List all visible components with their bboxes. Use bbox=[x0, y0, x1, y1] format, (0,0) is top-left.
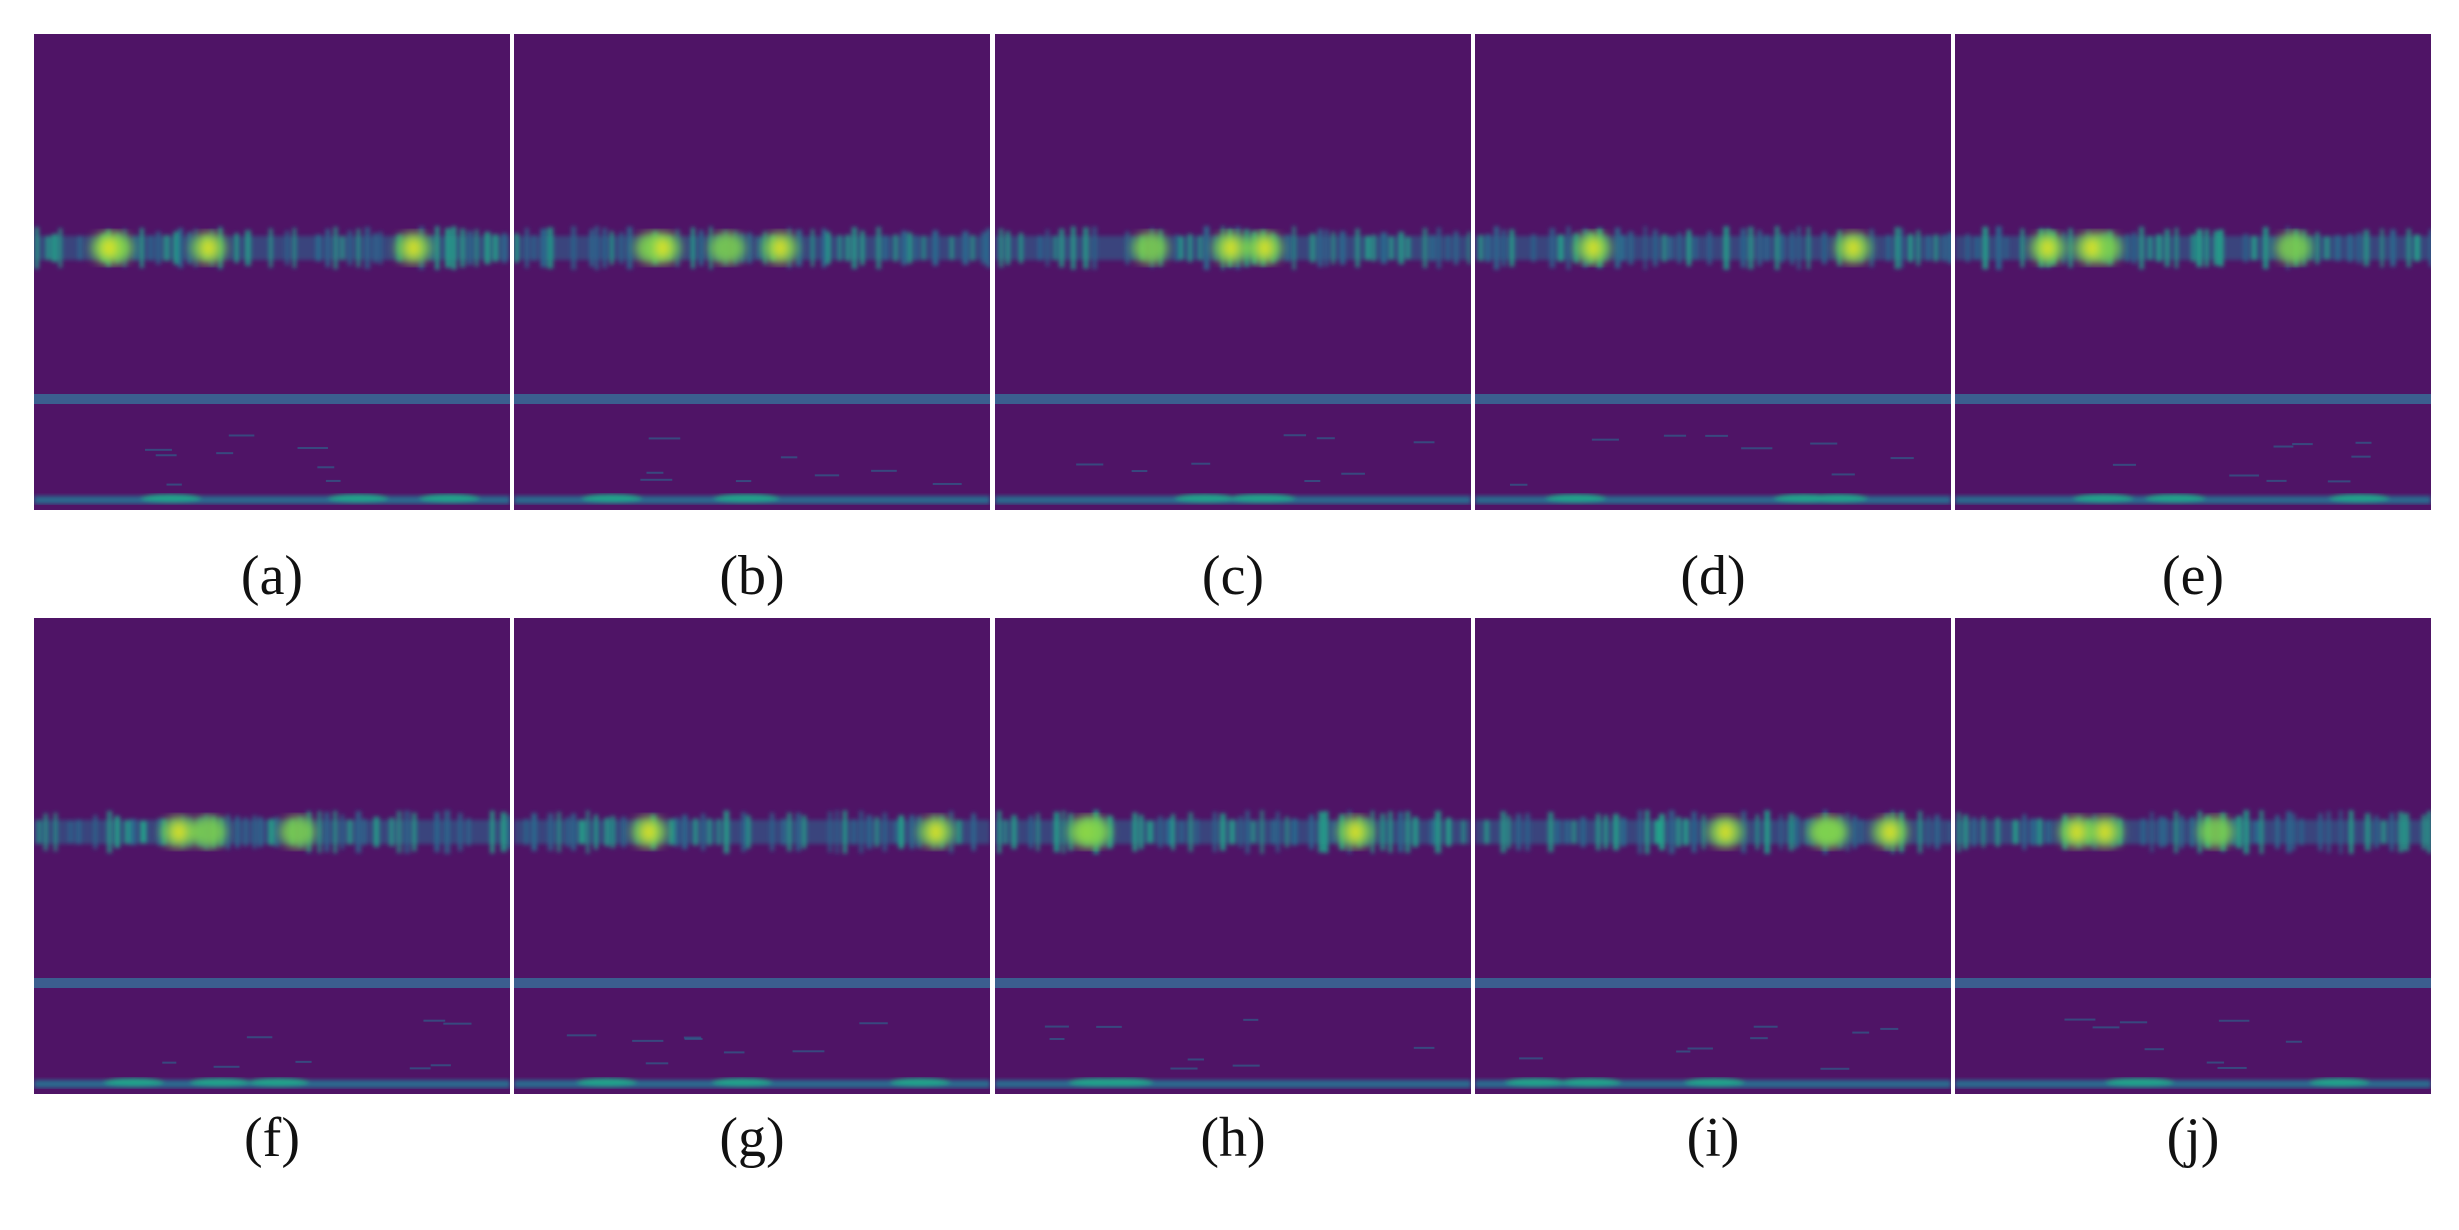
panel-caption-a: (a) bbox=[34, 548, 510, 604]
spectrogram-panel-f bbox=[34, 618, 510, 1094]
harmonic-line bbox=[1475, 394, 1951, 404]
caption-text: (h) bbox=[1200, 1107, 1266, 1169]
spectrogram-image bbox=[1475, 34, 1951, 510]
panel-caption-d: (d) bbox=[1475, 548, 1951, 604]
caption-text: (d) bbox=[1680, 545, 1746, 607]
spectrogram-image bbox=[514, 34, 990, 510]
harmonic-line bbox=[995, 978, 1471, 988]
panel-caption-j: (j) bbox=[1955, 1110, 2431, 1166]
spectrogram-panel-j bbox=[1955, 618, 2431, 1094]
spectrogram-background bbox=[1475, 618, 1951, 1094]
harmonic-line bbox=[1955, 978, 2431, 988]
energy-hotspots bbox=[2029, 232, 2312, 264]
caption-text: (j) bbox=[2166, 1107, 2220, 1169]
spectrogram-panel-e bbox=[1955, 34, 2431, 510]
harmonic-line bbox=[34, 978, 510, 988]
spectrogram-background bbox=[514, 618, 990, 1094]
spectrogram-background bbox=[1955, 34, 2431, 510]
low-frequency-band bbox=[34, 1078, 510, 1088]
harmonic-line bbox=[514, 394, 990, 404]
panel-caption-i: (i) bbox=[1475, 1110, 1951, 1166]
energy-band bbox=[514, 810, 990, 854]
harmonic-line bbox=[34, 394, 510, 404]
spectrogram-panel-c bbox=[995, 34, 1471, 510]
spectrogram-image bbox=[34, 34, 510, 510]
low-frequency-band bbox=[1955, 494, 2431, 504]
low-frequency-band bbox=[1475, 1078, 1951, 1088]
caption-text: (g) bbox=[719, 1107, 785, 1169]
spectrogram-image bbox=[1475, 618, 1951, 1094]
low-frequency-band bbox=[995, 1078, 1471, 1088]
spectrogram-background bbox=[514, 34, 990, 510]
panel-caption-h: (h) bbox=[995, 1110, 1471, 1166]
harmonic-line bbox=[995, 394, 1471, 404]
spectrogram-panel-d bbox=[1475, 34, 1951, 510]
spectrogram-image bbox=[995, 618, 1471, 1094]
spectrogram-background bbox=[1955, 618, 2431, 1094]
spectrogram-background bbox=[34, 618, 510, 1094]
panel-caption-b: (b) bbox=[514, 548, 990, 604]
panel-caption-f: (f) bbox=[34, 1110, 510, 1166]
energy-hotspots bbox=[1132, 232, 1283, 264]
spectrogram-image bbox=[514, 618, 990, 1094]
harmonic-line bbox=[514, 978, 990, 988]
energy-hotspots bbox=[1707, 816, 1908, 848]
harmonic-line bbox=[1475, 978, 1951, 988]
energy-hotspots bbox=[160, 816, 316, 848]
spectrogram-image bbox=[34, 618, 510, 1094]
energy-hotspots bbox=[2058, 816, 2235, 848]
low-frequency-band bbox=[34, 494, 510, 504]
energy-band bbox=[34, 810, 510, 854]
caption-text: (i) bbox=[1686, 1107, 1740, 1169]
harmonic-line bbox=[1955, 394, 2431, 404]
energy-hotspots bbox=[1068, 816, 1374, 848]
panel-caption-g: (g) bbox=[514, 1110, 990, 1166]
energy-hotspots bbox=[634, 232, 799, 264]
spectrogram-panel-h bbox=[995, 618, 1471, 1094]
spectrogram-panel-b bbox=[514, 34, 990, 510]
caption-text: (e) bbox=[2161, 545, 2225, 607]
spectrogram-background bbox=[1475, 34, 1951, 510]
energy-hotspots bbox=[631, 816, 954, 848]
spectrogram-image bbox=[1955, 34, 2431, 510]
energy-band bbox=[514, 226, 990, 270]
panel-caption-c: (c) bbox=[995, 548, 1471, 604]
spectrogram-image bbox=[995, 34, 1471, 510]
caption-text: (a) bbox=[240, 545, 304, 607]
low-frequency-band bbox=[514, 1078, 990, 1088]
caption-text: (b) bbox=[719, 545, 785, 607]
low-frequency-band bbox=[1475, 494, 1951, 504]
caption-text: (f) bbox=[244, 1107, 300, 1169]
caption-text: (c) bbox=[1201, 545, 1265, 607]
energy-hotspots bbox=[90, 232, 432, 264]
spectrogram-panel-i bbox=[1475, 618, 1951, 1094]
spectrogram-panel-g bbox=[514, 618, 990, 1094]
spectrogram-background bbox=[995, 34, 1471, 510]
low-frequency-band bbox=[1955, 1078, 2431, 1088]
spectrogram-image bbox=[1955, 618, 2431, 1094]
low-frequency-band bbox=[995, 494, 1471, 504]
spectrogram-background bbox=[995, 618, 1471, 1094]
panel-caption-e: (e) bbox=[1955, 548, 2431, 604]
low-frequency-band bbox=[514, 494, 990, 504]
energy-hotspots bbox=[1575, 232, 1872, 264]
spectrogram-panel-a bbox=[34, 34, 510, 510]
spectrogram-background bbox=[34, 34, 510, 510]
